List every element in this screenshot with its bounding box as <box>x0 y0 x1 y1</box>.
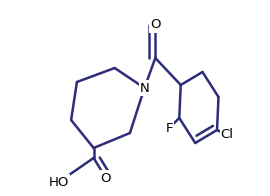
Text: F: F <box>165 122 173 134</box>
Text: N: N <box>140 82 149 94</box>
Text: O: O <box>101 172 111 184</box>
Text: O: O <box>150 18 161 32</box>
Text: HO: HO <box>49 175 69 189</box>
Text: Cl: Cl <box>221 129 234 142</box>
